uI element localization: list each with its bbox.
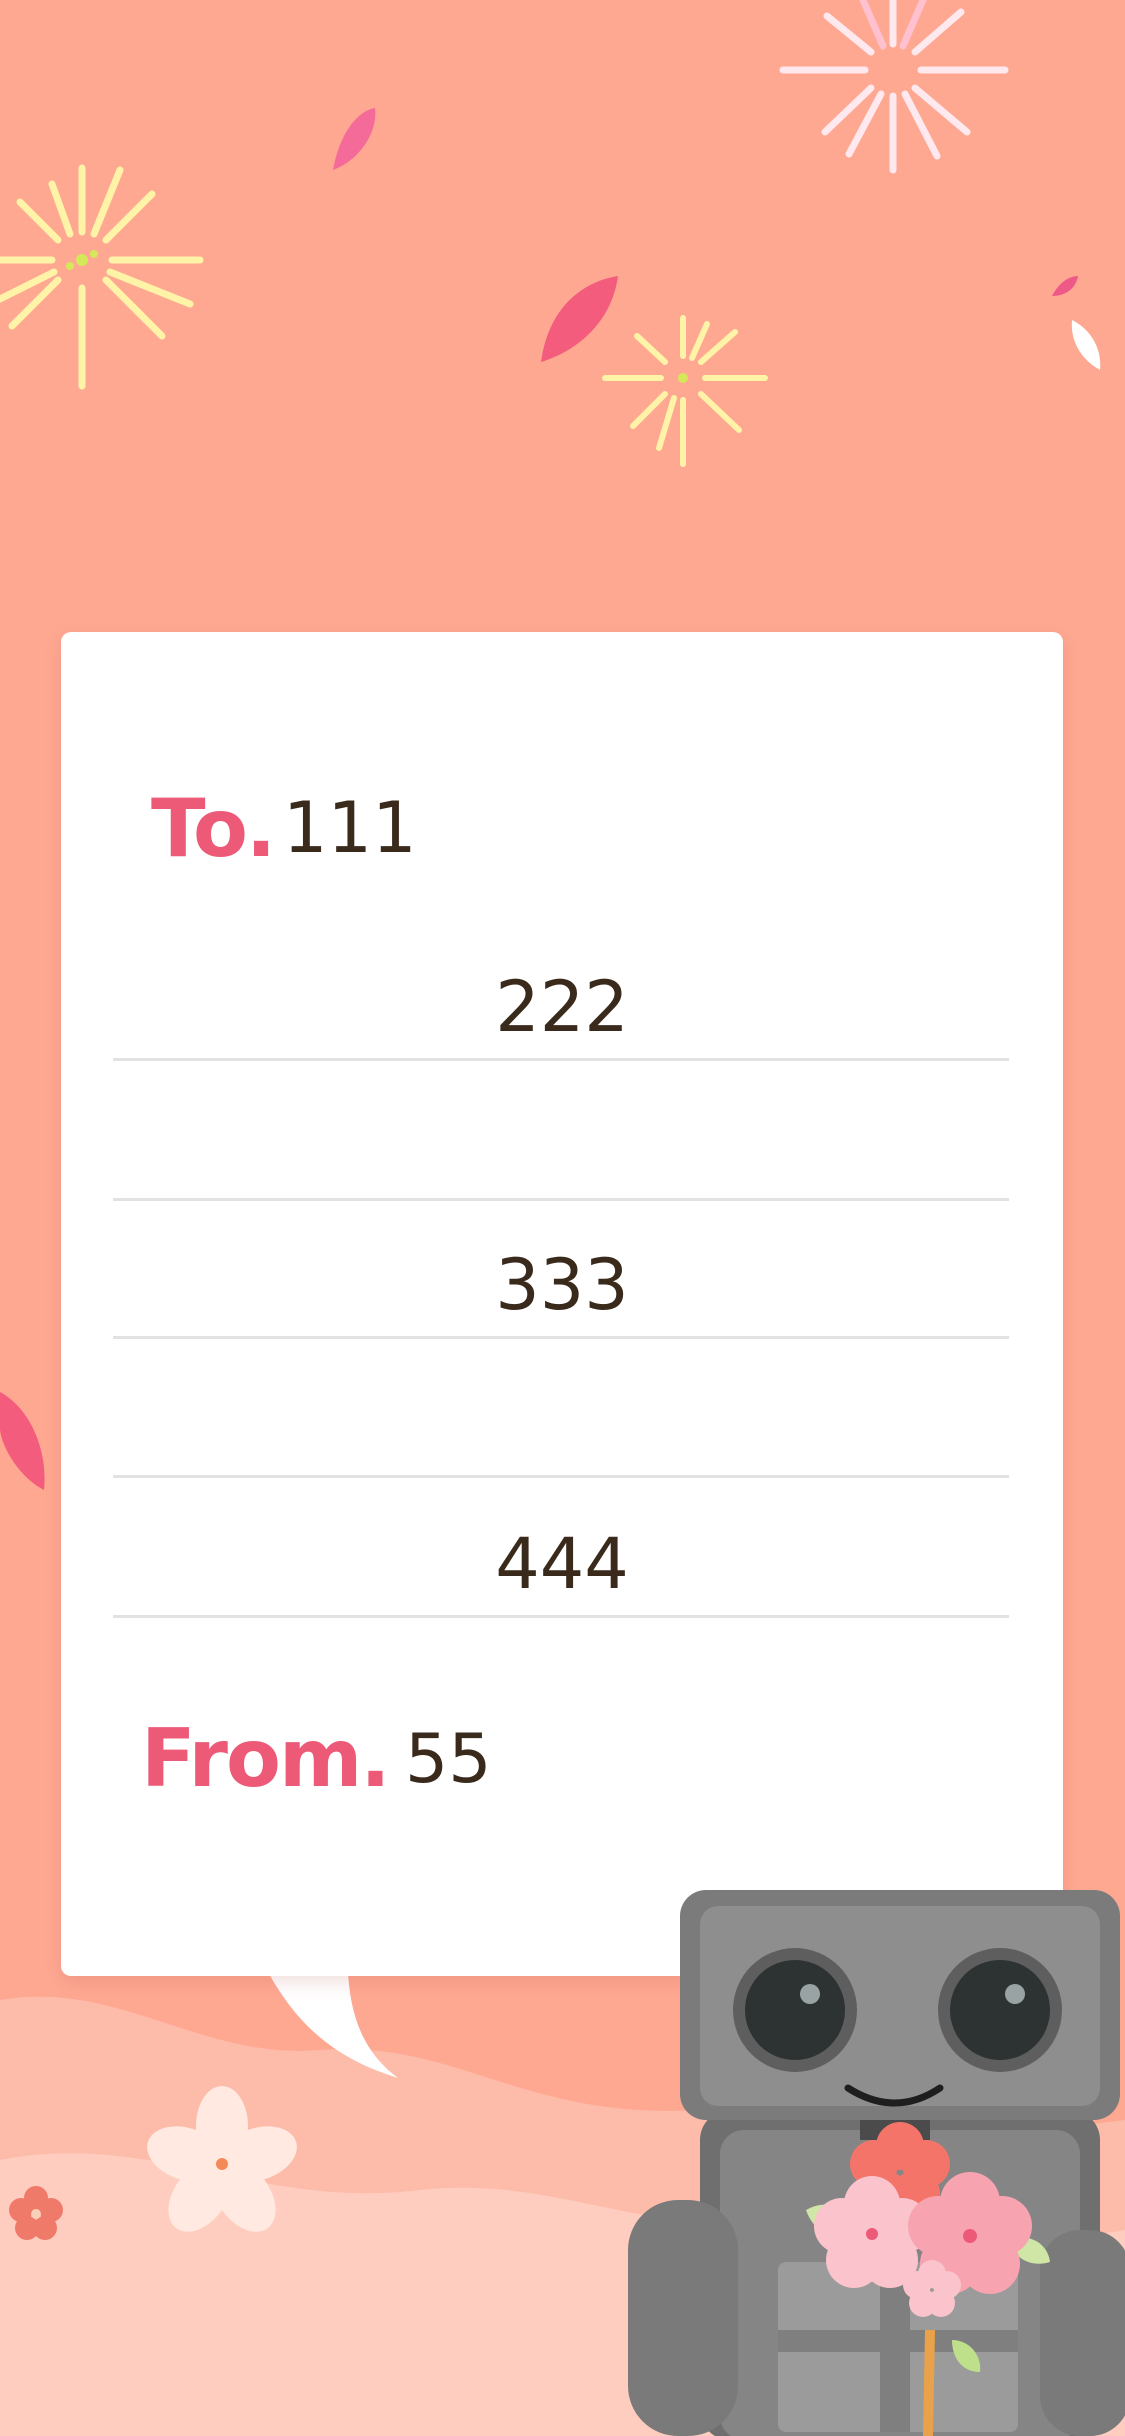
firework-icon — [0, 164, 204, 390]
from-label: From. — [141, 1712, 391, 1805]
petal-icon — [1071, 320, 1101, 370]
letter-card: To. 111 222 333 444 From. 55 — [61, 632, 1063, 1976]
petal-icon — [0, 1392, 45, 1490]
line-divider — [113, 1336, 1009, 1339]
message-line-5[interactable]: 444 — [495, 1523, 629, 1605]
firework-icon — [779, 0, 1009, 174]
firework-icon — [602, 315, 768, 467]
line-divider — [113, 1475, 1009, 1478]
petal-icon — [541, 276, 618, 362]
speech-bubble-tail — [268, 1972, 398, 2078]
flower-icon — [147, 2086, 297, 2232]
message-line-1[interactable]: 222 — [495, 966, 629, 1048]
robot-icon — [628, 1890, 1125, 2436]
line-divider — [113, 1198, 1009, 1201]
line-divider — [113, 1615, 1009, 1618]
petal-icon — [1052, 276, 1078, 296]
flower-icon — [9, 2186, 63, 2240]
petal-icon — [333, 108, 376, 170]
sender-name[interactable]: 55 — [405, 1720, 492, 1799]
to-label: To. — [151, 782, 276, 875]
message-line-3[interactable]: 333 — [495, 1244, 629, 1326]
recipient-name[interactable]: 111 — [283, 787, 417, 869]
line-divider — [113, 1058, 1009, 1061]
bouquet-icon — [806, 2122, 1050, 2436]
